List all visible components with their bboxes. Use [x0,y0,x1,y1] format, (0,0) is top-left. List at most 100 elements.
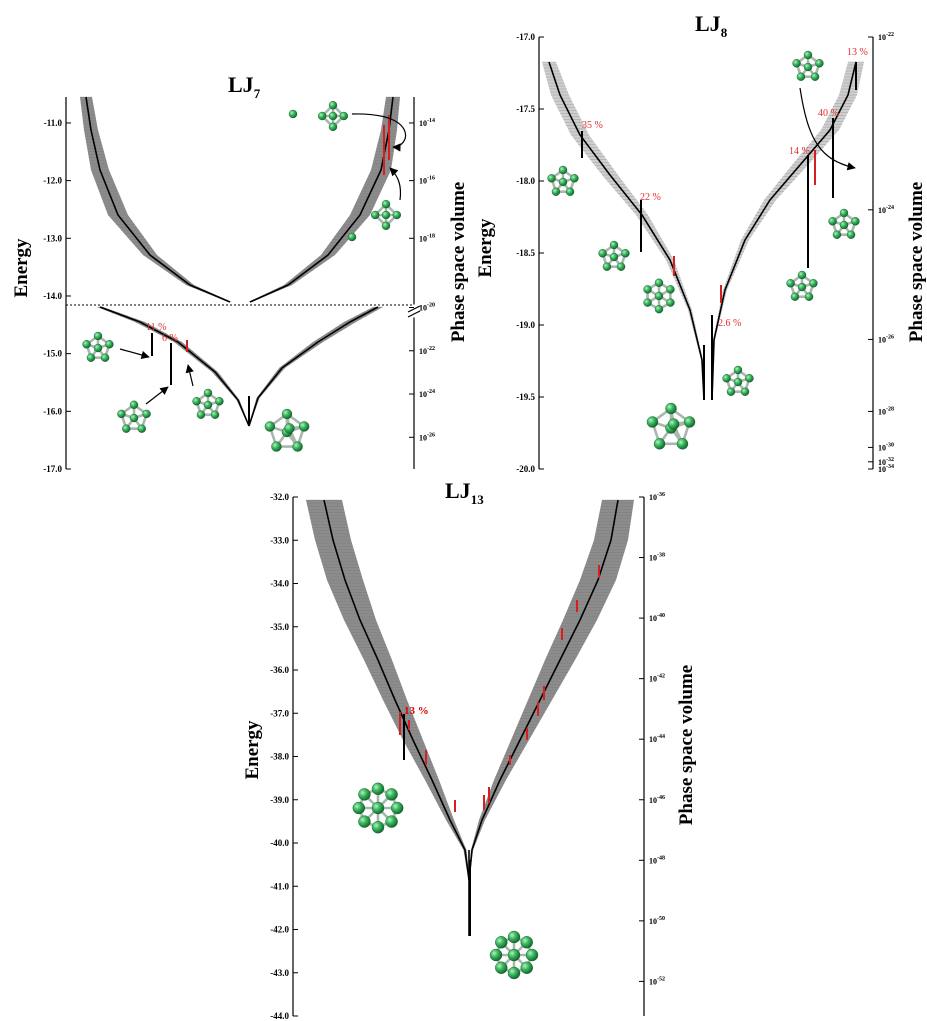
y-tick-label: -17.0 [43,464,62,474]
cluster-lj8-c [643,278,675,314]
percent-label-lj8-2: 22 % [640,192,661,203]
y-axis-label-lj7: Energy [11,238,32,298]
lj7-lower-right-arm-fill [248,307,383,426]
y2-tick-label: 10-32 [878,457,894,467]
minimum-branches-lj7 [151,115,390,426]
y-tick-label: -18.5 [516,248,535,258]
lj13-right-arm-trunk [468,499,619,881]
y-tick-label: -18.0 [516,176,535,186]
y-tick-label: -33.0 [270,535,289,545]
y-tick-label: -35.0 [270,622,289,632]
y-tick-label: -37.0 [270,708,289,718]
cluster-images-lj8 [547,50,860,450]
y2-tick-label: 10-28 [878,406,894,416]
lj7-upper-left-arm-trunk [85,96,231,303]
y-tick-label: -17.0 [516,32,535,42]
energy-axis-lj13: -32.0 -33.0 -34.0 -35.0 -36.0 -37.0 -38.0 -39.0… [270,492,298,1021]
y-tick-label: -14.0 [43,291,62,301]
y2-tick-label: 10-42 [649,674,665,684]
lj7-upper-left-arm-fill [80,97,232,302]
cluster-lj8-global-minimum [646,402,696,450]
y-tick-label: -19.0 [516,320,535,330]
y-tick-label: -15.0 [43,349,62,359]
panel-title-lj13: LJ13 [445,478,484,507]
lj7-lower-right-arm-trunk [248,306,379,427]
cluster-lj7-e [318,100,348,132]
panel-title-lj7: LJ7 [228,72,261,101]
y2-tick-label: 10-46 [649,795,665,805]
cluster-images-lj13 [352,782,539,980]
y2-axis-label-lj8: Phase space volume [906,182,927,342]
y2-tick-label: 10-40 [649,613,665,623]
y-tick-label: -41.0 [270,881,289,891]
cluster-lj8-e [722,365,754,396]
y-tick-label: -12.0 [43,176,62,186]
lj13-left-arm-trunk [323,499,470,881]
lj7-lower-left-arm-fill [97,307,250,426]
y-tick-label: -11.0 [44,118,63,128]
y-tick-label: -19.5 [516,392,535,402]
y-tick-label: -16.0 [43,406,62,416]
y2-tick-label: 10-52 [649,976,665,986]
y2-tick-label: 10-26 [419,432,435,442]
percent-label-lj8-5: 40 % [818,108,839,119]
percent-label-lj8-3: 2.6 % [718,318,741,329]
y2-tick-label: 10-44 [649,734,665,744]
y-tick-label: -43.0 [270,968,289,978]
y2-axis-label-lj13: Phase space volume [676,665,697,825]
cluster-lj7-global-minimum [264,408,310,452]
energy-axis-lj7: -11.0 -12.0 -13.0 -14.0 -15.0 -16.0 -17.0 [43,97,71,474]
y2-tick-label: 10-30 [878,442,894,452]
lj7-upper-right-arm-fill [248,97,400,302]
lj13-left-arm-fill [306,500,470,880]
y2-tick-label: 10-36 [649,492,665,502]
y2-tick-label: 10-18 [419,233,435,243]
panel-lj13: LJ13 -32.0 -33.0 -34.0 -35.0 -36.0 -37.0 -38.0… [242,478,697,1021]
axis-break-mark-lj7 [407,305,421,318]
percent-label-lj7-1: 11 % [146,322,166,333]
lj8-left-arm-fill [542,62,705,400]
y2-tick-label: 10-22 [419,346,435,356]
panel-lj7: LJ7 -11.0-12.0-13.0-14.0-15.0-16.0-17.0 … [11,72,469,474]
lj7-lower-left-arm-trunk [99,306,250,427]
cluster-lj8-h [792,50,824,81]
cluster-lj8-a [547,165,579,196]
y-tick-label: -13.0 [43,233,62,243]
energy-axis-lj8: -17.0 -17.5 -18.0 -18.5 -19.0 -19.5 -20.0 [516,32,544,474]
cluster-lj8-g [828,208,860,239]
cluster-lj7-b [117,400,151,433]
y-axis-label-lj8: Energy [475,218,496,278]
arrows-lj8 [799,87,856,171]
percent-label-lj8-1: 35 % [582,120,603,131]
y2-tick-label: 10-20 [419,303,435,313]
y-tick-label: -38.0 [270,752,289,762]
phase-space-axis-lj7: 10-14 10-16 10-18 10-20 10-22 10-24 10-26 [409,97,435,469]
percent-label-lj8-6: 13 % [847,47,868,58]
lj13-right-arm-fill [468,500,634,880]
y2-tick-label: 10-34 [878,464,894,474]
cluster-lj7-loose-atom-1 [288,109,298,119]
percent-label-lj8-4: 14 % [789,146,810,157]
cluster-lj13-defect [352,782,404,834]
y-axis-label-lj13: Energy [242,720,263,780]
cluster-lj7-loose-atom-2 [347,232,357,242]
y2-tick-label: 10-22 [878,32,894,42]
minimum-branches-lj8 [581,62,857,400]
y-tick-label: -40.0 [270,838,289,848]
y2-tick-label: 10-50 [649,916,665,926]
cluster-lj13-icosahedron [489,930,539,980]
y-tick-label: -20.0 [516,464,535,474]
panel-title-lj8: LJ8 [695,11,728,40]
cluster-lj7-f [371,199,401,231]
phase-space-axis-lj13: 10-36 10-38 10-40 10-42 10-44 10-46 10-48 10-50… [639,492,665,1016]
lj8-right-arm-fill [711,62,864,400]
y-tick-label: -39.0 [270,795,289,805]
y2-tick-label: 10-48 [649,855,665,865]
y2-axis-label-lj7: Phase space volume [448,182,469,342]
cluster-lj8-b [598,240,630,271]
y-tick-label: -42.0 [270,925,289,935]
y2-tick-label: 10-38 [649,553,665,563]
y-tick-label: -32.0 [270,492,289,502]
y2-tick-label: 10-14 [419,118,435,128]
